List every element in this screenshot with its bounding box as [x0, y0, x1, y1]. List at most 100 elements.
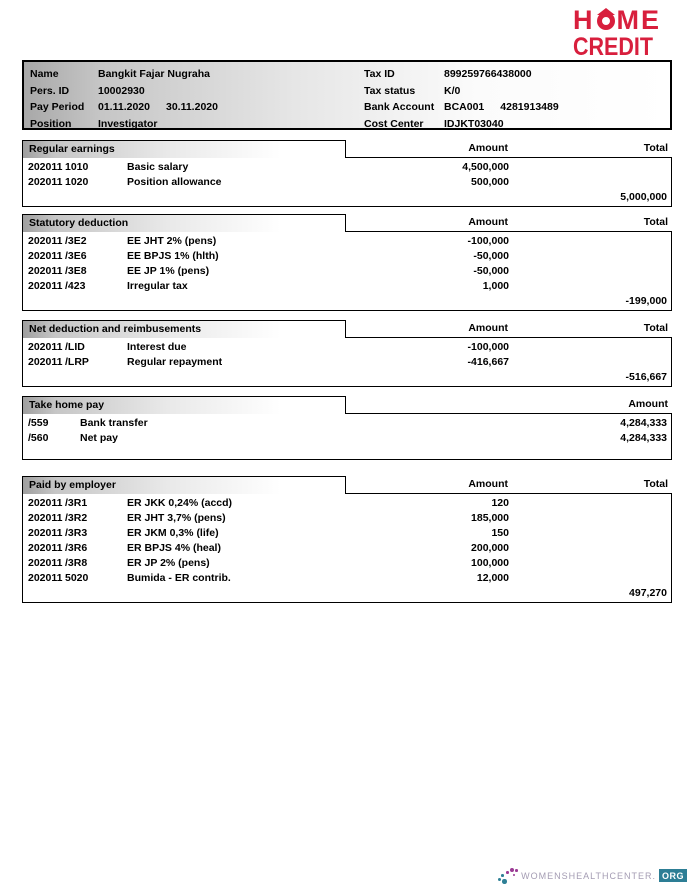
row-description: ER JKM 0,3% (life) [127, 527, 219, 539]
logo-credit-line: CREDIT [573, 33, 654, 61]
row-amount: -100,000 [467, 341, 509, 353]
row-total [509, 511, 667, 526]
section-body: 202011 /3R1 ER JKK 0,24% (accd) 120 2020… [22, 494, 672, 603]
column-header-total: Total [643, 478, 668, 490]
section-regular-earnings: Regular earnings Amount Total 202011 101… [22, 140, 672, 207]
section-body: /559 Bank transfer 4,284,333 /560 Net pa… [22, 414, 672, 460]
row-total [509, 526, 667, 541]
column-header-total: Total [643, 322, 668, 334]
row-description: Irregular tax [127, 280, 188, 292]
row-code: /559 [28, 417, 49, 429]
row-description: Position allowance [127, 176, 222, 188]
row-period: 202011 [28, 265, 63, 277]
row-period: 202011 [28, 235, 63, 247]
row-period: 202011 [28, 527, 63, 539]
row-amount: -50,000 [473, 265, 509, 277]
section-header: Paid by employer Amount Total [22, 476, 672, 494]
column-headers: Amount Total [346, 320, 672, 338]
logo-letter-h: H [573, 4, 595, 35]
row-total [509, 264, 667, 279]
row-description: EE JHT 2% (pens) [127, 235, 217, 247]
row-amount: 4,284,333 [620, 417, 667, 429]
row-code: /LRP [65, 356, 89, 368]
section-total: 5,000,000 [620, 191, 667, 203]
table-row: 202011 /LID Interest due -100,000 [23, 340, 671, 355]
field-label-cost-center: Cost Center [364, 117, 424, 130]
table-row: 202011 /3R6 ER BPJS 4% (heal) 200,000 [23, 541, 671, 556]
row-amount: 100,000 [471, 557, 509, 569]
section-title-tab: Regular earnings [22, 140, 346, 158]
section-title-tab: Take home pay [22, 396, 346, 414]
row-amount: 500,000 [471, 176, 509, 188]
section-title-tab: Paid by employer [22, 476, 346, 494]
section-body: 202011 /LID Interest due -100,000 202011… [22, 338, 672, 387]
row-code: /LID [65, 341, 85, 353]
employee-info-row: Position Investigator Cost Center IDJKT0… [24, 116, 670, 133]
field-value-bank-account: BCA001 4281913489 [444, 101, 559, 113]
row-period: 202011 [28, 512, 63, 524]
row-code: /3R1 [65, 497, 88, 509]
row-code: /3E2 [65, 235, 87, 247]
section-header: Statutory deduction Amount Total [22, 214, 672, 232]
row-amount: 185,000 [471, 512, 509, 524]
field-label-tax-id: Tax ID [364, 68, 395, 80]
watermark: WOMENSHEALTHCENTER. ORG [498, 867, 687, 884]
row-period: 202011 [28, 497, 63, 509]
table-row: 202011 /3R8 ER JP 2% (pens) 100,000 [23, 556, 671, 571]
row-total [509, 340, 667, 355]
section-title-tab: Statutory deduction [22, 214, 346, 232]
row-period: 202011 [28, 250, 63, 262]
row-code: /423 [65, 280, 86, 292]
column-header-amount: Amount [628, 398, 668, 410]
column-headers: Amount [346, 396, 672, 414]
row-period: 202011 [28, 542, 63, 554]
section-header: Net deduction and reimbusements Amount T… [22, 320, 672, 338]
row-description: Net pay [80, 432, 118, 444]
row-total [509, 355, 667, 370]
section-total: 497,270 [629, 587, 667, 599]
table-row: /560 Net pay 4,284,333 [23, 431, 671, 446]
table-row: 202011 /3R2 ER JHT 3,7% (pens) 185,000 [23, 511, 671, 526]
section-net-deduction: Net deduction and reimbusements Amount T… [22, 320, 672, 387]
table-row: 202011 1020 Position allowance 500,000 [23, 175, 671, 190]
table-row: 202011 /LRP Regular repayment -416,667 [23, 355, 671, 370]
section-total: -516,667 [625, 371, 667, 383]
row-total [509, 541, 667, 556]
row-total [509, 571, 667, 586]
payslip-content: Name Bangkit Fajar Nugraha Tax ID 899259… [22, 60, 672, 610]
row-description: Bank transfer [80, 417, 148, 429]
row-total [509, 279, 667, 294]
field-label-pay-period: Pay Period [30, 101, 85, 113]
row-amount: -100,000 [467, 235, 509, 247]
row-description: ER JKK 0,24% (accd) [127, 497, 233, 509]
section-header: Regular earnings Amount Total [22, 140, 672, 158]
row-amount: 1,000 [482, 280, 509, 292]
table-row: 202011 /3E8 EE JP 1% (pens) -50,000 [23, 264, 671, 279]
field-label-bank-account: Bank Account [364, 101, 435, 113]
field-value-pay-period: 01.11.2020 30.11.2020 [98, 101, 218, 113]
row-total [509, 556, 667, 571]
row-description: Regular repayment [127, 356, 223, 368]
row-total [509, 249, 667, 264]
row-period: 202011 [28, 176, 63, 188]
row-period: 202011 [28, 161, 63, 173]
column-header-amount: Amount [468, 142, 508, 154]
table-row: 202011 5020 Bumida - ER contrib. 12,000 [23, 571, 671, 586]
row-code: /3R8 [65, 557, 88, 569]
row-amount: 150 [491, 527, 509, 539]
row-amount: 120 [491, 497, 509, 509]
column-headers: Amount Total [346, 140, 672, 158]
table-row: 202011 1010 Basic salary 4,500,000 [23, 160, 671, 175]
row-code: /3E6 [65, 250, 87, 262]
section-total: -199,000 [625, 295, 667, 307]
section-title-tab: Net deduction and reimbusements [22, 320, 346, 338]
logo-letters-me: ME [616, 4, 661, 35]
table-row: 202011 /423 Irregular tax 1,000 [23, 279, 671, 294]
watermark-site-text: WOMENSHEALTHCENTER. [521, 870, 656, 881]
row-code: 1020 [65, 176, 89, 188]
row-code: /560 [28, 432, 49, 444]
row-period: 202011 [28, 572, 63, 584]
house-o-icon [596, 12, 615, 30]
table-row: 202011 /3E2 EE JHT 2% (pens) -100,000 [23, 234, 671, 249]
row-period: 202011 [28, 356, 63, 368]
